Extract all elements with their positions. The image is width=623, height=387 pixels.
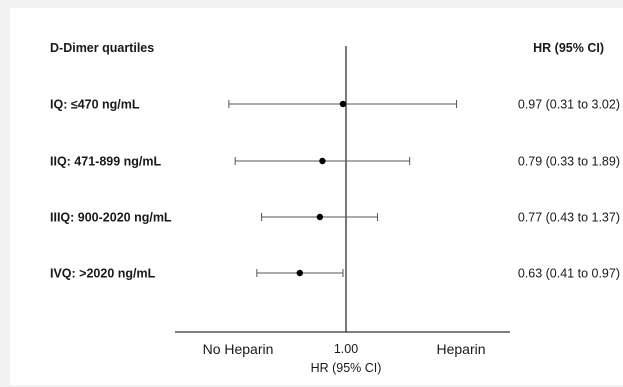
x-axis-label: HR (95% CI)	[311, 361, 382, 375]
hr-point	[319, 157, 326, 165]
right-side-label: Heparin	[436, 341, 485, 357]
row-label: IVQ: >2020 ng/mL	[50, 267, 156, 281]
row-label: IIQ: 471-899 ng/mL	[50, 155, 162, 169]
reference-tick-label: 1.00	[334, 342, 358, 356]
row-value-label: 0.63 (0.41 to 0.97)	[518, 267, 620, 281]
row-label: IIIQ: 900-2020 ng/mL	[50, 211, 172, 225]
forest-rows: IQ: ≤470 ng/mL 0.97 (0.31 to 3.02) IIQ: 47…	[50, 98, 620, 281]
row-value-label: 0.79 (0.33 to 1.89)	[518, 155, 620, 169]
forest-plot: D-Dimer quartiles HR (95% CI) IQ: ≤470 n…	[50, 41, 620, 375]
hr-point	[316, 213, 324, 221]
row-value-label: 0.97 (0.31 to 3.02)	[518, 98, 620, 112]
hr-point	[296, 269, 303, 277]
forest-plot-panel: D-Dimer quartiles HR (95% CI) IQ: ≤470 n…	[10, 8, 623, 385]
left-side-label: No Heparin	[203, 341, 274, 357]
row-header: D-Dimer quartiles	[50, 41, 154, 55]
row-value-label: 0.77 (0.43 to 1.37)	[518, 211, 620, 225]
row-label: IQ: ≤470 ng/mL	[50, 98, 140, 112]
hr-point	[339, 100, 347, 108]
value-header: HR (95% CI)	[533, 41, 604, 55]
